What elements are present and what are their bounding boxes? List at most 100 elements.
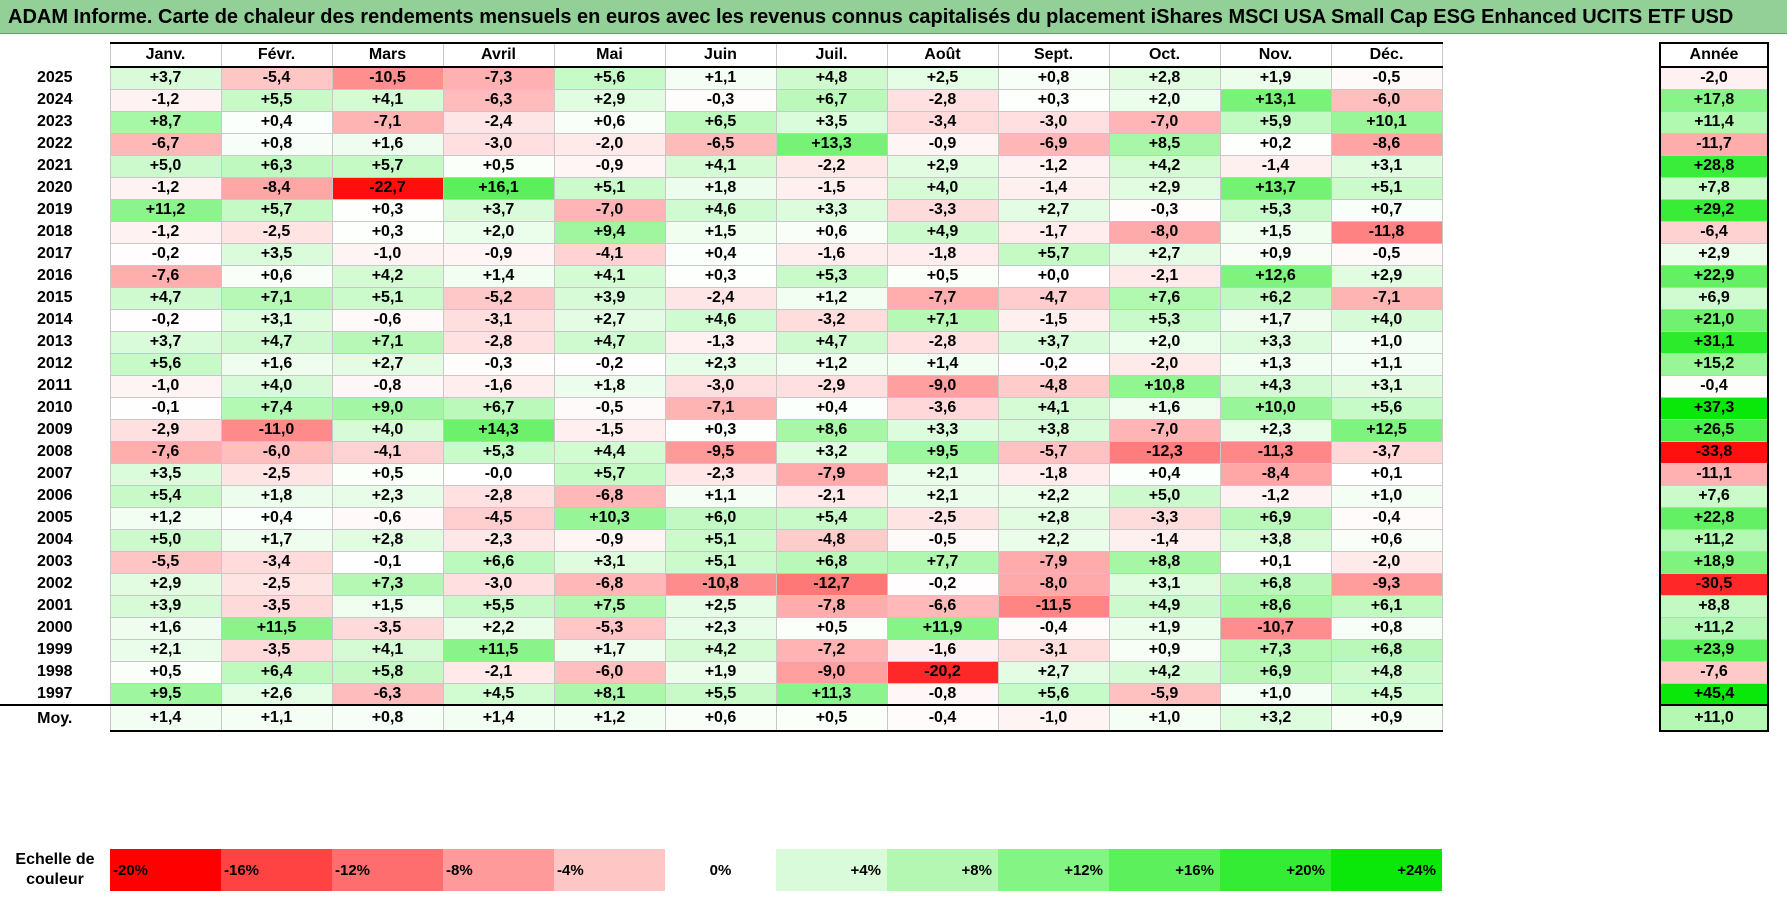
heatmap-cell: +0,5 <box>109 660 222 684</box>
heatmap-cell: -3,4 <box>220 550 333 574</box>
heatmap-cell: +0,3 <box>997 88 1110 112</box>
heatmap-cell: +13,7 <box>1219 176 1332 200</box>
heatmap-cell: +5,1 <box>664 550 777 574</box>
heatmap-cell: +2,3 <box>1219 418 1332 442</box>
heatmap-cell: +5,0 <box>1108 484 1221 508</box>
heatmap-cell: -3,5 <box>331 616 444 640</box>
average-cell: +1,4 <box>442 704 555 732</box>
heatmap-cell: +0,8 <box>997 66 1110 90</box>
year-label: 2023 <box>36 113 73 130</box>
heatmap-cell: -6,8 <box>553 572 666 596</box>
heatmap-cell: +6,9 <box>1219 660 1332 684</box>
average-cell: +3,2 <box>1219 704 1332 732</box>
heatmap-cell: -0,2 <box>997 352 1110 376</box>
heatmap-cell: -4,8 <box>775 528 888 552</box>
heatmap-cell: -2,8 <box>442 484 555 508</box>
heatmap-cell: -3,4 <box>886 110 999 134</box>
heatmap-cell: +1,5 <box>664 220 777 244</box>
heatmap-cell: +1,1 <box>664 484 777 508</box>
heatmap-cell: -3,2 <box>775 308 888 332</box>
heatmap-cell: -0,4 <box>1330 506 1443 530</box>
month-header-1: Janv. <box>109 42 222 68</box>
heatmap-cell: +0,6 <box>553 110 666 134</box>
heatmap-cell: +1,8 <box>220 484 333 508</box>
year-label: 2002 <box>36 575 73 592</box>
monthly-heatmap-table: Janv. Févr. Mars Avril Mai Juin Juil. Août Sept.… <box>0 42 1443 732</box>
heatmap-cell: +2,6 <box>220 682 333 706</box>
year-label: 2003 <box>36 553 73 570</box>
heatmap-cell: -4,5 <box>442 506 555 530</box>
heatmap-cell: +3,5 <box>775 110 888 134</box>
heatmap-cell: -2,1 <box>442 660 555 684</box>
table-row: 2013 +3,7 +4,7 +7,1 -2,8 +4,7 -1,3 +4,7 -2,8 +3,7… <box>0 330 1443 354</box>
annual-cell: +29,2 <box>1659 198 1769 222</box>
heatmap-cell: -2,8 <box>886 88 999 112</box>
year-label: 2008 <box>36 443 73 460</box>
scale-swatch: +24% <box>1331 849 1442 891</box>
heatmap-cell: +4,6 <box>664 308 777 332</box>
year-label: 2017 <box>36 245 73 262</box>
heatmap-cell: -2,9 <box>109 418 222 442</box>
heatmap-cell: +13,3 <box>775 132 888 156</box>
heatmap-cell: -1,6 <box>886 638 999 662</box>
annual-row: +37,3 <box>1659 396 1769 420</box>
heatmap-cell: -0,3 <box>442 352 555 376</box>
annual-row: +31,1 <box>1659 330 1769 354</box>
annual-cell: +23,9 <box>1659 638 1769 662</box>
heatmap-cell: +2,2 <box>442 616 555 640</box>
heatmap-cell: +10,1 <box>1330 110 1443 134</box>
scale-swatch: -12% <box>332 849 443 891</box>
heatmap-cell: +6,4 <box>220 660 333 684</box>
heatmap-cell: +6,3 <box>220 154 333 178</box>
annual-cell: -6,4 <box>1659 220 1769 244</box>
heatmap-cell: -7,6 <box>109 440 222 464</box>
heatmap-cell: -3,0 <box>664 374 777 398</box>
heatmap-cell: -2,9 <box>775 374 888 398</box>
table-row: 2025 +3,7 -5,4 -10,5 -7,3 +5,6 +1,1 +4,8 +2,5 +0,… <box>0 66 1443 90</box>
heatmap-cell: +2,2 <box>997 484 1110 508</box>
heatmap-cell: +0,5 <box>886 264 999 288</box>
heatmap-cell: -6,6 <box>886 594 999 618</box>
heatmap-cell: +16,1 <box>442 176 555 200</box>
table-row: 2022 -6,7 +0,8 +1,6 -3,0 -2,0 -6,5 +13,3 -0,9 -6,… <box>0 132 1443 156</box>
heatmap-cell: -10,5 <box>331 66 444 90</box>
year-label: 2006 <box>36 487 73 504</box>
table-row: 2015 +4,7 +7,1 +5,1 -5,2 +3,9 -2,4 +1,2 -7,7 -4,7… <box>0 286 1443 310</box>
heatmap-cell: +4,9 <box>886 220 999 244</box>
heatmap-cell: -0,5 <box>886 528 999 552</box>
heatmap-cell: +6,6 <box>442 550 555 574</box>
annual-cell: -33,8 <box>1659 440 1769 464</box>
heatmap-cell: +3,8 <box>1219 528 1332 552</box>
heatmap-cell: +5,1 <box>1330 176 1443 200</box>
month-header-3: Mars <box>331 42 444 68</box>
year-label: 2004 <box>36 531 73 548</box>
heatmap-cell: -0,5 <box>1330 66 1443 90</box>
heatmap-cell: +6,5 <box>664 110 777 134</box>
month-header-11: Nov. <box>1219 42 1332 68</box>
heatmap-cell: +4,1 <box>331 638 444 662</box>
heatmap-cell: -0,2 <box>109 308 222 332</box>
heatmap-cell: +4,4 <box>553 440 666 464</box>
heatmap-cell: +1,7 <box>1219 308 1332 332</box>
heatmap-cell: +6,8 <box>1330 638 1443 662</box>
heatmap-cell: -2,0 <box>1330 550 1443 574</box>
heatmap-cell: +11,3 <box>775 682 888 706</box>
table-row: 2006 +5,4 +1,8 +2,3 -2,8 -6,8 +1,1 -2,1 +2,1 +2,2… <box>0 484 1443 508</box>
heatmap-cell: +3,1 <box>1330 154 1443 178</box>
heatmap-cell: +0,8 <box>220 132 333 156</box>
heatmap-cell: -0,4 <box>997 616 1110 640</box>
heatmap-cell: +5,1 <box>664 528 777 552</box>
heatmap-cell: -22,7 <box>331 176 444 200</box>
heatmap-cell: +2,8 <box>331 528 444 552</box>
month-header-2: Févr. <box>220 42 333 68</box>
heatmap-cell: -2,3 <box>664 462 777 486</box>
heatmap-cell: +0,5 <box>775 616 888 640</box>
scale-swatch: +20% <box>1220 849 1331 891</box>
table-row: 2007 +3,5 -2,5 +0,5 -0,0 +5,7 -2,3 -7,9 +2,1 -1,8… <box>0 462 1443 486</box>
heatmap-cell: -2,2 <box>775 154 888 178</box>
heatmap-cell: +8,6 <box>775 418 888 442</box>
heatmap-cell: +2,5 <box>664 594 777 618</box>
table-row: 2017 -0,2 +3,5 -1,0 -0,9 -4,1 +0,4 -1,6 -1,8 +5,7… <box>0 242 1443 266</box>
heatmap-cell: +5,6 <box>1330 396 1443 420</box>
heatmap-cell: -1,5 <box>997 308 1110 332</box>
